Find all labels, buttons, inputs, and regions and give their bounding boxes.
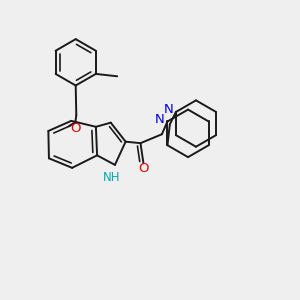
Text: NH: NH [103, 171, 120, 184]
Text: N: N [155, 112, 165, 126]
Text: O: O [138, 162, 149, 175]
Text: N: N [164, 103, 173, 116]
Text: O: O [70, 122, 81, 135]
